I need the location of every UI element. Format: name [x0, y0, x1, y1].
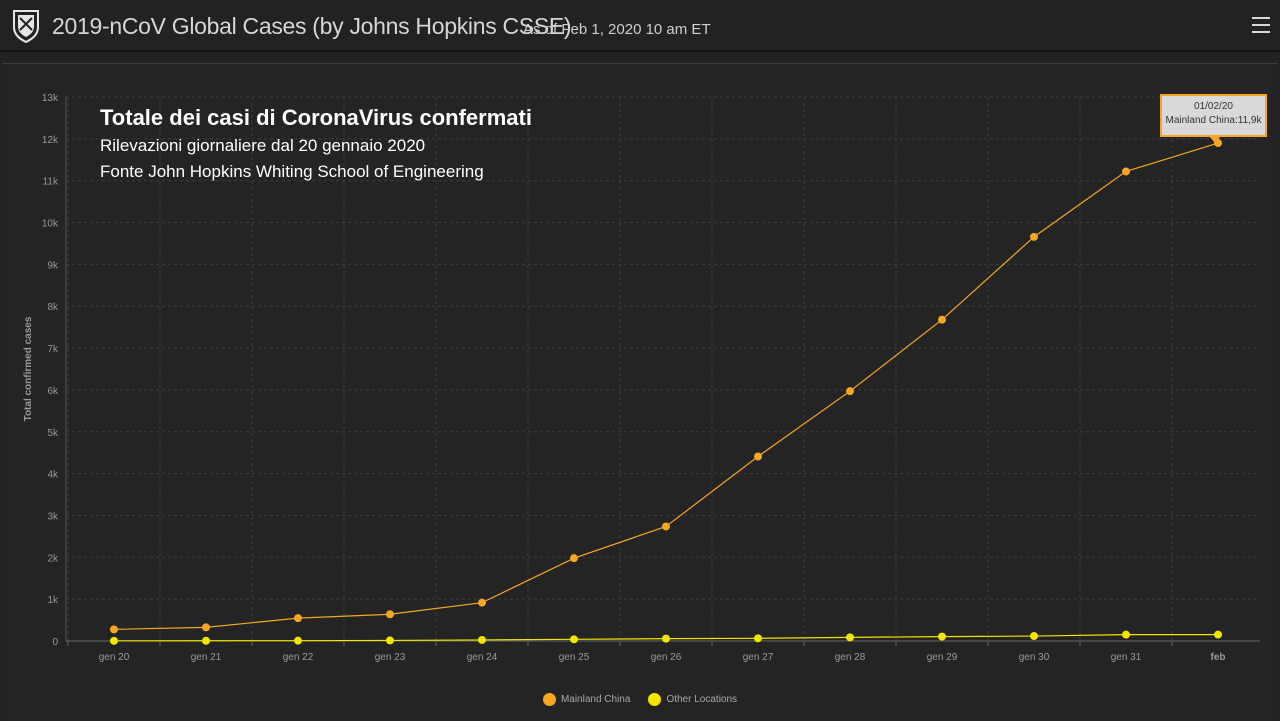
x-tick-label: gen 20 [99, 652, 130, 663]
data-point-mainland-china [1122, 167, 1130, 176]
annotation-subtitle: Rilevazioni giornaliere dal 20 gennaio 2… [100, 136, 426, 155]
hamburger-menu-icon[interactable] [1252, 17, 1270, 33]
as-of-timestamp: As of Feb 1, 2020 10 am ET [523, 21, 711, 38]
chart-annotation: Totale dei casi di CoronaVirus confermat… [100, 103, 532, 185]
y-tick-label: 3k [47, 511, 59, 522]
data-point-other-locations [754, 634, 762, 643]
data-point-other-locations [110, 636, 118, 645]
legend-label-mainland-china: Mainland China [560, 693, 631, 705]
data-point-mainland-china [662, 522, 670, 531]
data-point-mainland-china [202, 623, 210, 632]
app-header: 2019-nCoV Global Cases (by Johns Hopkins… [0, 0, 1280, 52]
y-tick-label: 0 [52, 637, 58, 648]
data-point-mainland-china [294, 614, 302, 623]
chart-legend: Mainland China Other Locations [0, 689, 1280, 709]
data-point-mainland-china [478, 598, 486, 607]
legend-item-other-locations[interactable]: Other Locations [648, 692, 738, 706]
line-chart: 0 1k 2k 3k 4k 5k 6k 7k 8k 9k 10k 11k 12k 13k gen 20 gen… [23, 93, 1260, 663]
series-line-mainland-china [113, 142, 1219, 630]
data-point-other-locations [938, 632, 946, 641]
legend-swatch-other-locations [648, 692, 662, 706]
data-point-other-locations [478, 635, 486, 644]
x-tick-label: gen 23 [375, 652, 406, 663]
data-point-other-locations [1214, 630, 1222, 639]
y-tick-label: 2k [47, 553, 59, 564]
data-point-mainland-china [570, 554, 578, 563]
x-tick-label: gen 27 [743, 652, 774, 663]
annotation-source: Fonte John Hopkins Whiting School of Eng… [100, 162, 484, 181]
y-tick-label: 4k [47, 470, 59, 481]
data-point-other-locations [1122, 630, 1130, 639]
y-tick-label: 5k [47, 428, 59, 439]
x-tick-label: gen 24 [467, 652, 498, 663]
legend-item-mainland-china[interactable]: Mainland China [542, 692, 631, 706]
data-point-mainland-china [110, 625, 118, 634]
chart-panel: 0 1k 2k 3k 4k 5k 6k 7k 8k 9k 10k 11k 12k 13k gen 20 gen… [2, 63, 1278, 721]
data-point-other-locations [846, 633, 854, 642]
y-tick-label: 13k [42, 93, 59, 104]
x-tick-label: gen 30 [1019, 652, 1050, 663]
y-axis-title: Total confirmed cases [23, 316, 34, 421]
legend-swatch-mainland-china [542, 692, 556, 706]
data-point-mainland-china [1030, 232, 1038, 241]
data-point-other-locations [294, 636, 302, 645]
legend-label-other-locations: Other Locations [666, 693, 738, 705]
y-tick-label: 7k [47, 344, 59, 355]
university-shield-icon [13, 10, 39, 43]
y-tick-label: 8k [47, 302, 59, 313]
x-tick-label: gen 28 [835, 652, 866, 663]
data-point-other-locations [570, 635, 578, 644]
x-tick-label: gen 29 [927, 652, 958, 663]
y-tick-label: 10k [42, 219, 59, 230]
x-tick-label: gen 26 [651, 652, 682, 663]
x-tick-label: gen 22 [283, 652, 314, 663]
tooltip-date: 01/02/20 [1194, 101, 1233, 112]
data-tooltip: 01/02/20 Mainland China:11,9k [1160, 94, 1267, 143]
y-tick-label: 12k [42, 135, 59, 146]
x-tick-label: gen 31 [1111, 652, 1142, 663]
data-point-other-locations [662, 634, 670, 643]
annotation-title: Totale dei casi di CoronaVirus confermat… [100, 105, 532, 130]
x-tick-label: gen 21 [191, 652, 222, 663]
y-tick-label: 1k [47, 595, 59, 606]
data-point-mainland-china [754, 452, 762, 461]
app-title: 2019-nCoV Global Cases (by Johns Hopkins… [52, 13, 572, 39]
data-point-other-locations [202, 636, 210, 645]
tooltip-value: Mainland China:11,9k [1165, 115, 1262, 126]
y-tick-label: 11k [43, 177, 59, 188]
data-point-other-locations [386, 636, 394, 645]
data-point-other-locations [1030, 632, 1038, 641]
data-point-mainland-china [846, 387, 854, 396]
y-tick-label: 6k [47, 386, 59, 397]
y-tick-label: 9k [47, 260, 59, 271]
x-tick-label: gen 25 [559, 652, 590, 663]
x-tick-label: feb [1211, 652, 1226, 663]
data-point-mainland-china [938, 315, 946, 324]
data-point-mainland-china [386, 610, 394, 619]
